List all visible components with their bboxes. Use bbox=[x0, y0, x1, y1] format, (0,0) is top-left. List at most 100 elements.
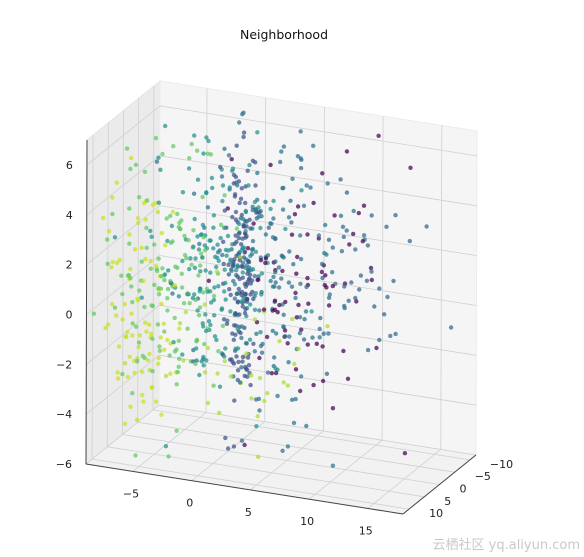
data-point bbox=[257, 375, 263, 381]
data-point bbox=[226, 272, 232, 277]
data-point bbox=[214, 337, 219, 343]
data-point bbox=[157, 344, 162, 349]
data-point bbox=[215, 242, 220, 247]
data-point bbox=[424, 224, 429, 229]
data-point bbox=[187, 266, 192, 272]
data-point bbox=[245, 355, 251, 360]
data-point bbox=[249, 373, 254, 378]
data-point bbox=[200, 194, 205, 200]
data-point bbox=[201, 363, 206, 368]
data-point bbox=[143, 217, 148, 222]
data-point bbox=[231, 278, 236, 284]
data-point bbox=[158, 167, 163, 172]
data-point bbox=[115, 370, 120, 375]
data-point bbox=[252, 349, 257, 354]
data-point bbox=[252, 294, 257, 299]
data-point bbox=[326, 331, 331, 336]
data-point bbox=[361, 203, 367, 208]
data-point bbox=[354, 299, 359, 304]
data-point bbox=[218, 164, 223, 170]
data-point bbox=[164, 216, 169, 221]
data-point bbox=[247, 337, 253, 342]
data-point bbox=[263, 199, 268, 205]
data-point bbox=[301, 337, 307, 342]
data-point bbox=[190, 295, 196, 301]
z-tick-label: −4 bbox=[56, 408, 72, 421]
data-point bbox=[163, 373, 169, 379]
data-point bbox=[289, 220, 294, 225]
data-point bbox=[206, 138, 211, 144]
data-point bbox=[320, 344, 325, 349]
data-point bbox=[168, 371, 173, 376]
data-point bbox=[202, 225, 207, 230]
data-point bbox=[290, 316, 295, 322]
data-point bbox=[175, 211, 180, 217]
data-point bbox=[212, 313, 217, 318]
data-point bbox=[258, 343, 264, 349]
data-point bbox=[192, 133, 197, 138]
data-point bbox=[139, 295, 144, 300]
data-point bbox=[198, 263, 203, 268]
data-point bbox=[208, 270, 213, 275]
data-point bbox=[321, 331, 326, 336]
data-point bbox=[263, 232, 269, 237]
data-point bbox=[202, 341, 207, 347]
data-point bbox=[304, 423, 309, 429]
data-point bbox=[289, 284, 295, 289]
data-point bbox=[215, 371, 220, 376]
data-point bbox=[244, 263, 249, 268]
data-point bbox=[257, 308, 262, 313]
data-point bbox=[266, 225, 271, 230]
grid-left-y bbox=[122, 110, 124, 435]
data-point bbox=[233, 268, 239, 273]
data-point bbox=[344, 228, 349, 233]
data-point bbox=[177, 356, 182, 361]
data-point bbox=[238, 196, 244, 201]
data-point bbox=[193, 361, 198, 367]
data-point bbox=[130, 321, 135, 326]
data-point bbox=[220, 198, 225, 204]
data-point bbox=[225, 233, 231, 239]
data-point bbox=[181, 358, 186, 363]
data-point bbox=[106, 229, 112, 234]
data-point bbox=[137, 333, 142, 338]
data-point bbox=[285, 383, 290, 388]
data-point bbox=[167, 353, 172, 358]
data-point bbox=[230, 214, 235, 220]
data-point bbox=[168, 213, 173, 219]
data-point bbox=[236, 179, 242, 184]
z-tick-label: 6 bbox=[66, 159, 73, 172]
data-point bbox=[281, 255, 286, 260]
data-point bbox=[165, 337, 170, 343]
data-point bbox=[236, 221, 242, 227]
data-point bbox=[203, 268, 208, 273]
data-point bbox=[134, 417, 140, 423]
data-point bbox=[273, 259, 278, 264]
data-point bbox=[297, 315, 303, 320]
data-point bbox=[269, 371, 274, 376]
data-point bbox=[272, 355, 277, 360]
data-point bbox=[187, 301, 192, 306]
data-point bbox=[304, 183, 309, 188]
data-point bbox=[109, 265, 114, 270]
data-point bbox=[231, 337, 236, 342]
data-point bbox=[202, 248, 208, 253]
data-point bbox=[198, 251, 204, 256]
data-point bbox=[122, 421, 128, 426]
data-point bbox=[144, 225, 149, 231]
z-axis-line bbox=[85, 139, 88, 465]
data-point bbox=[287, 249, 292, 254]
data-point bbox=[232, 192, 238, 197]
x-tick-label: 5 bbox=[245, 506, 252, 519]
data-point bbox=[233, 332, 238, 337]
data-point bbox=[180, 190, 186, 195]
grid-floor-y bbox=[92, 458, 410, 510]
data-point bbox=[155, 322, 161, 327]
data-point bbox=[369, 277, 374, 283]
data-point bbox=[239, 247, 245, 252]
x-tick-label: 0 bbox=[186, 497, 193, 510]
data-point bbox=[171, 340, 176, 345]
data-point bbox=[292, 212, 298, 217]
data-point bbox=[448, 325, 454, 330]
data-point bbox=[330, 406, 336, 411]
